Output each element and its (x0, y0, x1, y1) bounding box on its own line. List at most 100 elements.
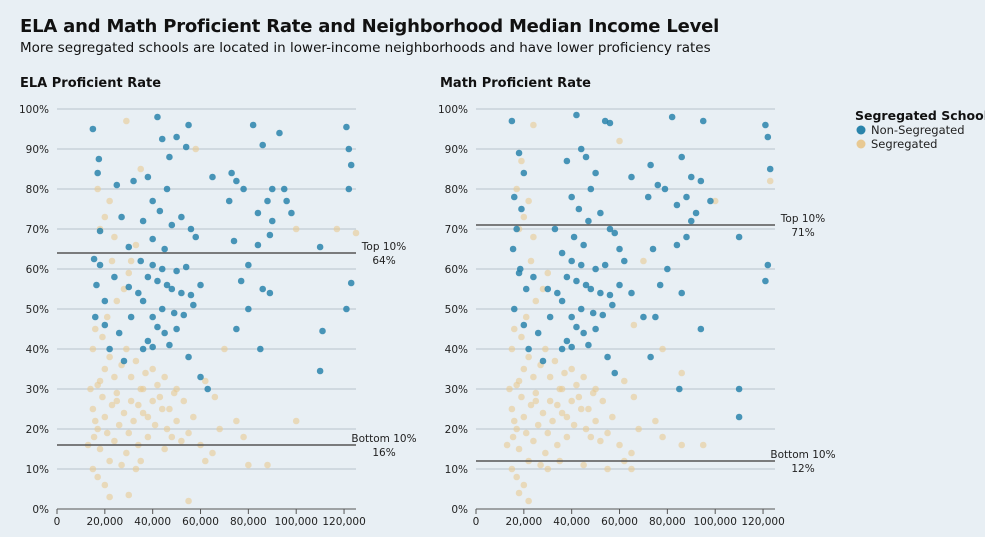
segregated-point (530, 233, 537, 241)
non-segregated-point (197, 373, 204, 381)
non-segregated-point (106, 345, 113, 353)
segregated-point (508, 345, 516, 353)
non-segregated-point (161, 329, 168, 337)
reference-line-value: 12% (791, 463, 814, 475)
non-segregated-point (173, 133, 180, 141)
segregated-point (240, 433, 247, 441)
segregated-point (510, 417, 518, 425)
non-segregated-point (687, 217, 695, 225)
non-segregated-point (118, 213, 125, 221)
non-segregated-point (316, 367, 324, 375)
non-segregated-point (139, 217, 147, 225)
non-segregated-point (621, 257, 628, 265)
non-segregated-point (154, 113, 161, 121)
y-tick-label: 50% (445, 304, 468, 316)
segregated-point (127, 397, 135, 405)
segregated-point (766, 177, 774, 185)
non-segregated-point (96, 261, 104, 269)
non-segregated-point (149, 343, 156, 351)
y-tick-label: 80% (26, 184, 49, 196)
segregated-point (513, 425, 520, 433)
non-segregated-point (582, 153, 590, 161)
y-tick-label: 100% (19, 104, 49, 116)
segregated-point (142, 369, 149, 377)
segregated-point (185, 497, 192, 505)
segregated-point (111, 233, 118, 241)
segregated-point (546, 373, 554, 381)
segregated-point (587, 433, 595, 441)
segregated-point (575, 393, 583, 401)
non-segregated-point (96, 227, 104, 235)
non-segregated-point (611, 229, 619, 237)
non-segregated-point (647, 353, 654, 361)
non-segregated-point (94, 169, 101, 177)
non-segregated-point (616, 281, 623, 289)
segregated-point (573, 381, 580, 389)
x-tick-label: 20,000 (505, 516, 542, 528)
non-segregated-point (154, 323, 161, 331)
segregated-point (161, 445, 168, 453)
non-segregated-point (144, 173, 152, 181)
segregated-point (630, 393, 638, 401)
segregated-point (149, 365, 156, 373)
x-tick-label: 80,000 (649, 516, 686, 528)
y-tick-label: 80% (445, 184, 468, 196)
segregated-point (192, 145, 200, 153)
non-segregated-point (144, 337, 152, 345)
non-segregated-point (589, 309, 597, 317)
non-segregated-point (280, 185, 288, 193)
segregated-point (530, 373, 537, 381)
non-segregated-point (515, 149, 523, 157)
segregated-point (604, 429, 611, 437)
non-segregated-point (268, 217, 276, 225)
x-tick-label: 60,000 (182, 516, 219, 528)
non-segregated-point (580, 329, 587, 337)
reference-line-label: Bottom 10% (770, 449, 835, 461)
non-segregated-point (510, 305, 518, 313)
segregated-point (711, 197, 719, 205)
legend-swatch (856, 139, 866, 149)
non-segregated-point (762, 277, 769, 285)
x-tick-label: 0 (473, 516, 480, 528)
non-segregated-point (558, 345, 566, 353)
non-segregated-point (187, 225, 195, 233)
segregated-point (589, 389, 597, 397)
segregated-point (582, 425, 590, 433)
segregated-point (115, 421, 123, 429)
non-segregated-point (139, 297, 147, 305)
segregated-point (90, 433, 98, 441)
y-tick-label: 20% (26, 424, 49, 436)
non-segregated-point (606, 225, 614, 233)
segregated-point (561, 369, 568, 377)
segregated-point (628, 465, 635, 473)
segregated-point (123, 117, 130, 125)
non-segregated-point (568, 257, 575, 265)
non-segregated-point (154, 277, 161, 285)
non-segregated-point (530, 273, 537, 281)
segregated-point (166, 405, 173, 413)
segregated-point (652, 417, 659, 425)
non-segregated-point (264, 197, 271, 205)
non-segregated-point (288, 209, 295, 217)
segregated-point (101, 481, 109, 489)
segregated-point (154, 381, 161, 389)
segregated-point (125, 491, 133, 499)
segregated-point (532, 297, 540, 305)
segregated-point (554, 441, 561, 449)
non-segregated-point (249, 121, 257, 129)
non-segregated-point (654, 181, 662, 189)
non-segregated-point (683, 193, 690, 201)
non-segregated-point (283, 197, 290, 205)
segregated-point (530, 121, 537, 129)
segregated-point (137, 457, 145, 465)
non-segregated-point (316, 243, 324, 251)
reference-line-value: 71% (791, 227, 814, 239)
non-segregated-point (644, 193, 652, 201)
segregated-point (518, 393, 525, 401)
segregated-point (530, 437, 537, 445)
segregated-point (515, 445, 523, 453)
non-segregated-point (656, 281, 664, 289)
segregated-point (120, 409, 128, 417)
segregated-point (149, 397, 156, 405)
segregated-point (577, 405, 585, 413)
